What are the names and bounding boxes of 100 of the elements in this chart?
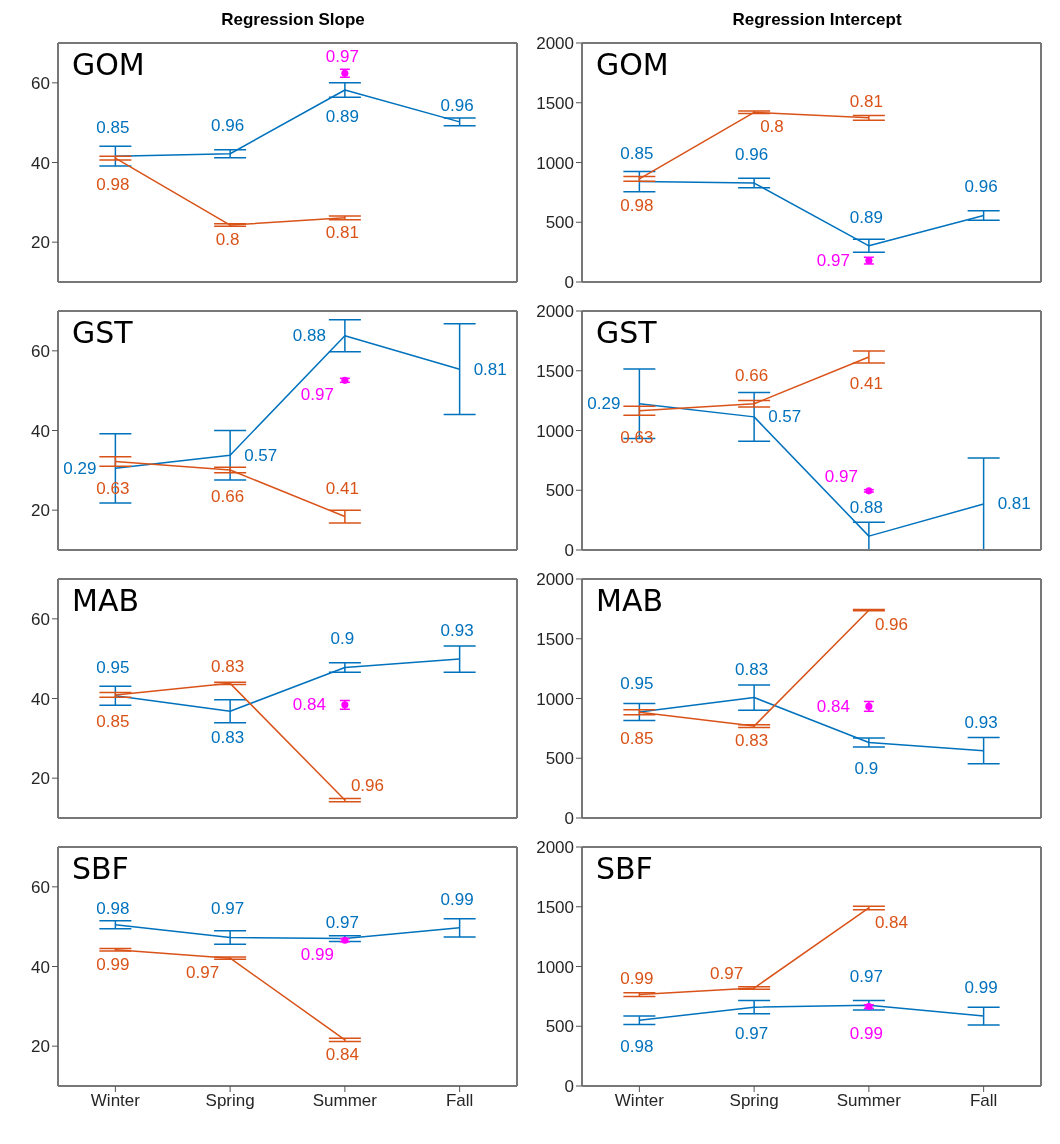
annotation: 0.57 (244, 445, 278, 465)
x-tick-label: Summer (312, 1091, 378, 1111)
y-tick-label: 40 (31, 689, 50, 709)
annotation: 0.85 (96, 118, 130, 138)
annotation: 0.95 (96, 657, 130, 677)
annotation: 0.29 (587, 394, 621, 414)
y-tick-label: 2000 (536, 570, 574, 590)
y-tick-label: 20 (31, 233, 50, 253)
y-tick-label: 500 (545, 213, 574, 233)
y-tick-label: 40 (31, 421, 50, 441)
y-tick-label: 1500 (536, 361, 574, 381)
y-tick-label: 1500 (536, 93, 574, 113)
annotation: 0.83 (735, 659, 769, 679)
y-tick-label: 1500 (536, 629, 574, 649)
annotation: 0.81 (473, 359, 507, 379)
y-tick-label: 1000 (536, 957, 574, 977)
x-tick-label: Spring (729, 1091, 779, 1111)
annotation: 0.98 (96, 175, 130, 195)
annotation: 0.97 (849, 967, 883, 987)
annotation: 0.97 (325, 912, 359, 932)
annotation: 0.66 (735, 365, 769, 385)
y-tick-label: 60 (31, 877, 50, 897)
annotation: 0.99 (849, 1023, 883, 1043)
annotation: 0.41 (849, 374, 883, 394)
annotation: 0.96 (964, 177, 998, 197)
x-tick-label: Winter (614, 1091, 665, 1111)
annotation: 0.97 (325, 47, 359, 67)
annotation: 0.99 (620, 968, 654, 988)
annotation: 0.97 (735, 1024, 769, 1044)
y-tick-label: 20 (31, 769, 50, 789)
annotation: 0.97 (710, 964, 744, 984)
annotation: 0.8 (215, 230, 240, 250)
y-tick-label: 1500 (536, 897, 574, 917)
x-tick-label: Winter (90, 1091, 141, 1111)
y-tick-label: 40 (31, 957, 50, 977)
y-tick-label: 2000 (536, 34, 574, 54)
annotation: 0.88 (849, 498, 883, 518)
y-tick-label: 20 (31, 501, 50, 521)
annotation: SBF (72, 851, 129, 887)
annotation: 0.9 (854, 759, 879, 779)
y-tick-label: 1000 (536, 421, 574, 441)
annotation: 0.98 (96, 898, 130, 918)
annotation: 0.99 (440, 889, 474, 909)
y-tick-label: 2000 (536, 302, 574, 322)
annotation: 0.88 (292, 326, 326, 346)
annotation: 0.84 (325, 1044, 359, 1064)
annotation: 0.99 (300, 945, 334, 965)
x-tick-label: Spring (205, 1091, 255, 1111)
annotation: 0.83 (211, 657, 245, 677)
y-tick-label: 0 (564, 1077, 574, 1097)
annotation: 0.89 (325, 107, 359, 126)
annotation: GOM (596, 47, 669, 83)
annotation: 0.8 (760, 117, 784, 137)
y-tick-label: 20 (31, 1037, 50, 1057)
annotation: MAB (72, 583, 139, 619)
annotation: 0.85 (96, 711, 130, 731)
annotation: 0.96 (874, 615, 908, 635)
x-tick-label: Fall (969, 1091, 998, 1111)
annotation: 0.97 (816, 251, 850, 271)
x-tick-label: Fall (445, 1091, 474, 1111)
annotation: 0.84 (816, 696, 850, 716)
y-tick-label: 0 (564, 809, 574, 829)
y-tick-label: 1000 (536, 153, 574, 173)
y-tick-label: 40 (31, 153, 50, 173)
annotation: 0.99 (96, 954, 130, 974)
annotation: 0.81 (325, 222, 359, 242)
annotation: 0.85 (620, 729, 654, 749)
annotation: 0.95 (620, 674, 654, 693)
annotation: 0.41 (325, 478, 359, 498)
annotation: 0.96 (350, 776, 384, 796)
annotation: 0.81 (849, 91, 883, 111)
annotation: 0.29 (63, 458, 97, 478)
annotation: 0.93 (964, 712, 998, 732)
annotation: GST (72, 315, 133, 351)
annotation: 0.97 (211, 899, 245, 919)
annotation: GOM (72, 47, 145, 83)
y-tick-label: 60 (31, 341, 50, 361)
x-tick-label: Summer (836, 1091, 902, 1111)
annotation: 0.66 (211, 486, 245, 506)
annotation: 0.97 (824, 466, 858, 486)
annotation: 0.83 (735, 731, 769, 751)
annotation: 0.98 (620, 195, 654, 215)
y-tick-label: 60 (31, 73, 50, 93)
annotation: 0.96 (735, 145, 769, 165)
annotation: 0.89 (849, 207, 883, 227)
annotation: SBF (596, 851, 653, 887)
y-tick-label: 0 (564, 273, 574, 293)
chart-title: Regression Intercept (731, 9, 903, 31)
chart-title: Regression Slope (220, 9, 366, 31)
annotation: GST (596, 315, 657, 351)
y-tick-label: 500 (545, 1017, 574, 1037)
annotation: 0.98 (620, 1037, 654, 1057)
annotation: 0.85 (620, 143, 654, 163)
annotation: 0.99 (964, 978, 998, 998)
y-tick-label: 500 (545, 749, 574, 769)
y-tick-label: 60 (31, 609, 50, 629)
annotation: 0.93 (440, 621, 474, 641)
annotation: 0.57 (768, 407, 802, 427)
y-tick-label: 0 (564, 541, 574, 561)
annotation: 0.97 (300, 385, 334, 405)
